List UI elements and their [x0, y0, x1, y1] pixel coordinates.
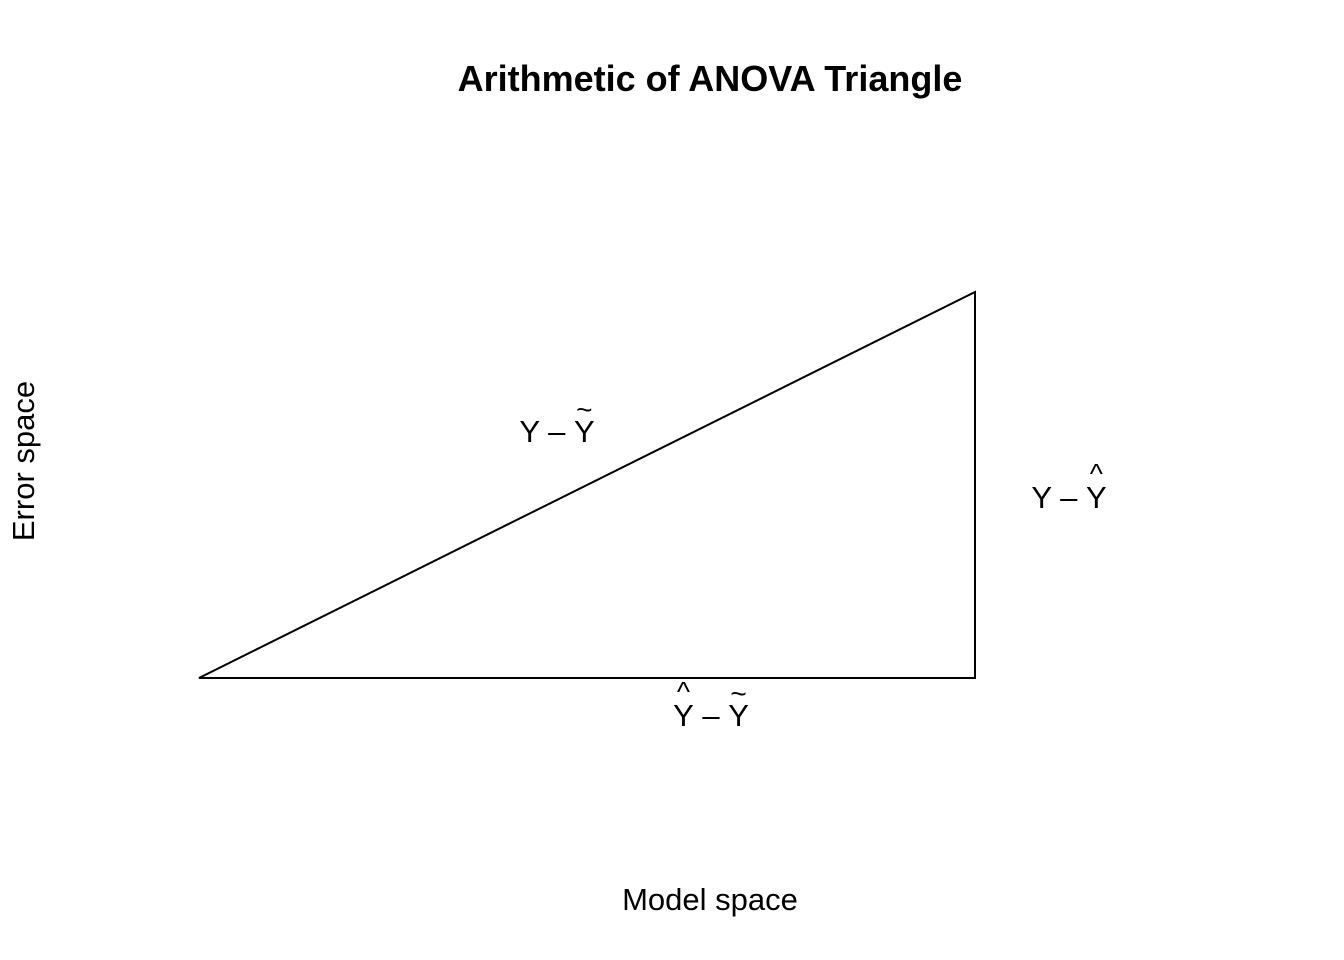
vertical-edge-label: Y – Y [1031, 480, 1106, 516]
x-axis-label: Model space [622, 882, 798, 917]
vertical-op: – [1060, 480, 1078, 515]
y-tilde: Y [574, 414, 595, 450]
y-hat: Y [673, 698, 694, 734]
y-hat: Y [1086, 480, 1107, 516]
vertical-y: Y [1031, 480, 1052, 515]
hypotenuse-op: – [548, 414, 566, 449]
hypotenuse-y: Y [519, 414, 540, 449]
diagram-title: Arithmetic of ANOVA Triangle [457, 58, 963, 99]
horizontal-edge-label: Y – Y [673, 698, 749, 734]
y-tilde: Y [728, 698, 749, 734]
hypotenuse-label: Y – Y [519, 414, 594, 450]
horizontal-op: – [702, 698, 720, 733]
anova-triangle [198, 290, 976, 679]
